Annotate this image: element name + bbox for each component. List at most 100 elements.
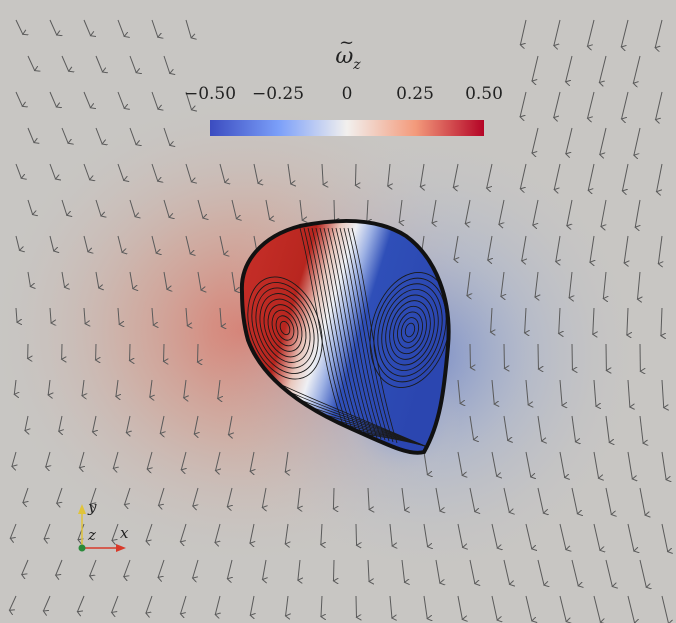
velocity-arrow: [57, 487, 63, 503]
velocity-arrow: [571, 559, 578, 586]
colorbar-tick-3: 0: [341, 84, 353, 104]
velocity-arrow: [525, 595, 532, 621]
velocity-arrow: [27, 271, 30, 287]
velocity-arrow: [95, 271, 99, 288]
velocity-arrow: [627, 523, 634, 551]
velocity-arrow: [520, 19, 527, 45]
velocity-arrow: [627, 379, 630, 407]
velocity-arrow: [180, 523, 187, 542]
velocity-arrow: [185, 307, 187, 326]
velocity-arrow: [367, 559, 369, 582]
velocity-arrow: [535, 271, 538, 297]
velocity-arrow: [116, 379, 118, 396]
colorbar-gradient: [210, 120, 484, 136]
droplet-outline: [239, 218, 451, 455]
velocity-arrow: [522, 235, 526, 261]
streamline: [271, 309, 299, 347]
velocity-arrow: [321, 523, 322, 545]
velocity-arrow: [491, 451, 497, 476]
velocity-arrow: [661, 595, 669, 623]
velocity-arrow: [163, 199, 169, 217]
velocity-arrow: [355, 163, 356, 185]
streamline: [404, 322, 416, 338]
velocity-arrow: [457, 379, 460, 403]
velocity-arrow: [627, 451, 632, 479]
velocity-arrow: [126, 415, 130, 433]
velocity-arrow: [532, 127, 539, 153]
velocity-arrow: [488, 235, 492, 260]
velocity-arrow: [559, 595, 566, 622]
velocity-arrow: [593, 595, 600, 622]
velocity-arrow: [158, 559, 165, 577]
velocity-arrow: [253, 163, 258, 183]
velocity-arrow: [193, 559, 199, 578]
velocity-arrow: [82, 379, 84, 396]
velocity-arrow: [590, 235, 594, 262]
velocity-arrow: [22, 559, 29, 575]
velocity-arrow: [23, 487, 28, 503]
velocity-arrow: [355, 523, 357, 545]
velocity-arrow: [298, 487, 300, 508]
velocity-arrow: [117, 19, 124, 36]
velocity-arrow: [491, 595, 497, 620]
velocity-arrow: [499, 199, 505, 224]
velocity-arrow: [124, 559, 131, 577]
velocity-arrow: [43, 595, 51, 611]
velocity-arrow: [77, 595, 85, 612]
velocity-arrow: [285, 523, 288, 544]
velocity-arrow: [95, 199, 101, 216]
streamline: [377, 283, 443, 377]
streamline: [311, 227, 358, 434]
x-axis-arrowhead: [116, 544, 126, 552]
streamline: [343, 227, 390, 442]
velocity-arrow: [193, 487, 199, 506]
colorbar-title-subscript: z: [353, 57, 361, 73]
velocity-arrow: [491, 523, 497, 548]
velocity-arrow: [15, 235, 20, 250]
velocity-arrow: [117, 91, 124, 108]
velocity-arrow: [559, 379, 562, 406]
velocity-arrow: [185, 19, 191, 38]
velocity-vector-field: [9, 19, 669, 623]
velocity-arrow: [533, 199, 539, 225]
velocity-arrow: [129, 271, 133, 289]
velocity-arrow: [298, 559, 300, 580]
velocity-arrow: [388, 163, 390, 186]
streamline: [315, 227, 362, 435]
velocity-arrow: [61, 271, 65, 287]
velocity-arrow: [321, 595, 322, 617]
streamline: [255, 287, 315, 369]
velocity-arrow: [661, 307, 662, 336]
velocity-arrow: [605, 487, 611, 515]
velocity-arrow: [661, 523, 668, 552]
velocity-arrow: [197, 199, 203, 218]
velocity-arrow: [491, 379, 494, 404]
velocity-arrow: [117, 307, 119, 324]
velocity-arrow: [605, 559, 612, 587]
velocity-arrow: [537, 415, 542, 441]
velocity-arrow: [469, 415, 474, 440]
velocity-arrow: [219, 235, 224, 255]
velocity-arrow: [569, 271, 572, 298]
velocity-arrow: [215, 595, 220, 615]
velocity-arrow: [15, 163, 21, 178]
velocity-arrow: [554, 19, 561, 46]
velocity-arrow: [503, 487, 509, 512]
velocity-arrow: [117, 235, 122, 252]
velocity-arrow: [151, 91, 158, 109]
velocity-arrow: [389, 523, 392, 546]
x-axis-label: x: [120, 524, 129, 542]
velocity-arrow: [420, 163, 424, 187]
velocity-arrow: [93, 415, 96, 432]
velocity-arrow: [603, 271, 606, 299]
streamline: [351, 227, 398, 444]
velocity-arrow: [147, 451, 152, 469]
velocity-arrow: [219, 163, 225, 183]
velocity-arrow: [435, 487, 440, 511]
velocity-arrow: [588, 163, 595, 190]
velocity-arrow: [25, 415, 28, 431]
velocity-arrow: [151, 235, 156, 253]
velocity-arrow: [129, 127, 136, 145]
velocity-arrow: [227, 559, 232, 579]
velocity-arrow: [520, 91, 527, 117]
